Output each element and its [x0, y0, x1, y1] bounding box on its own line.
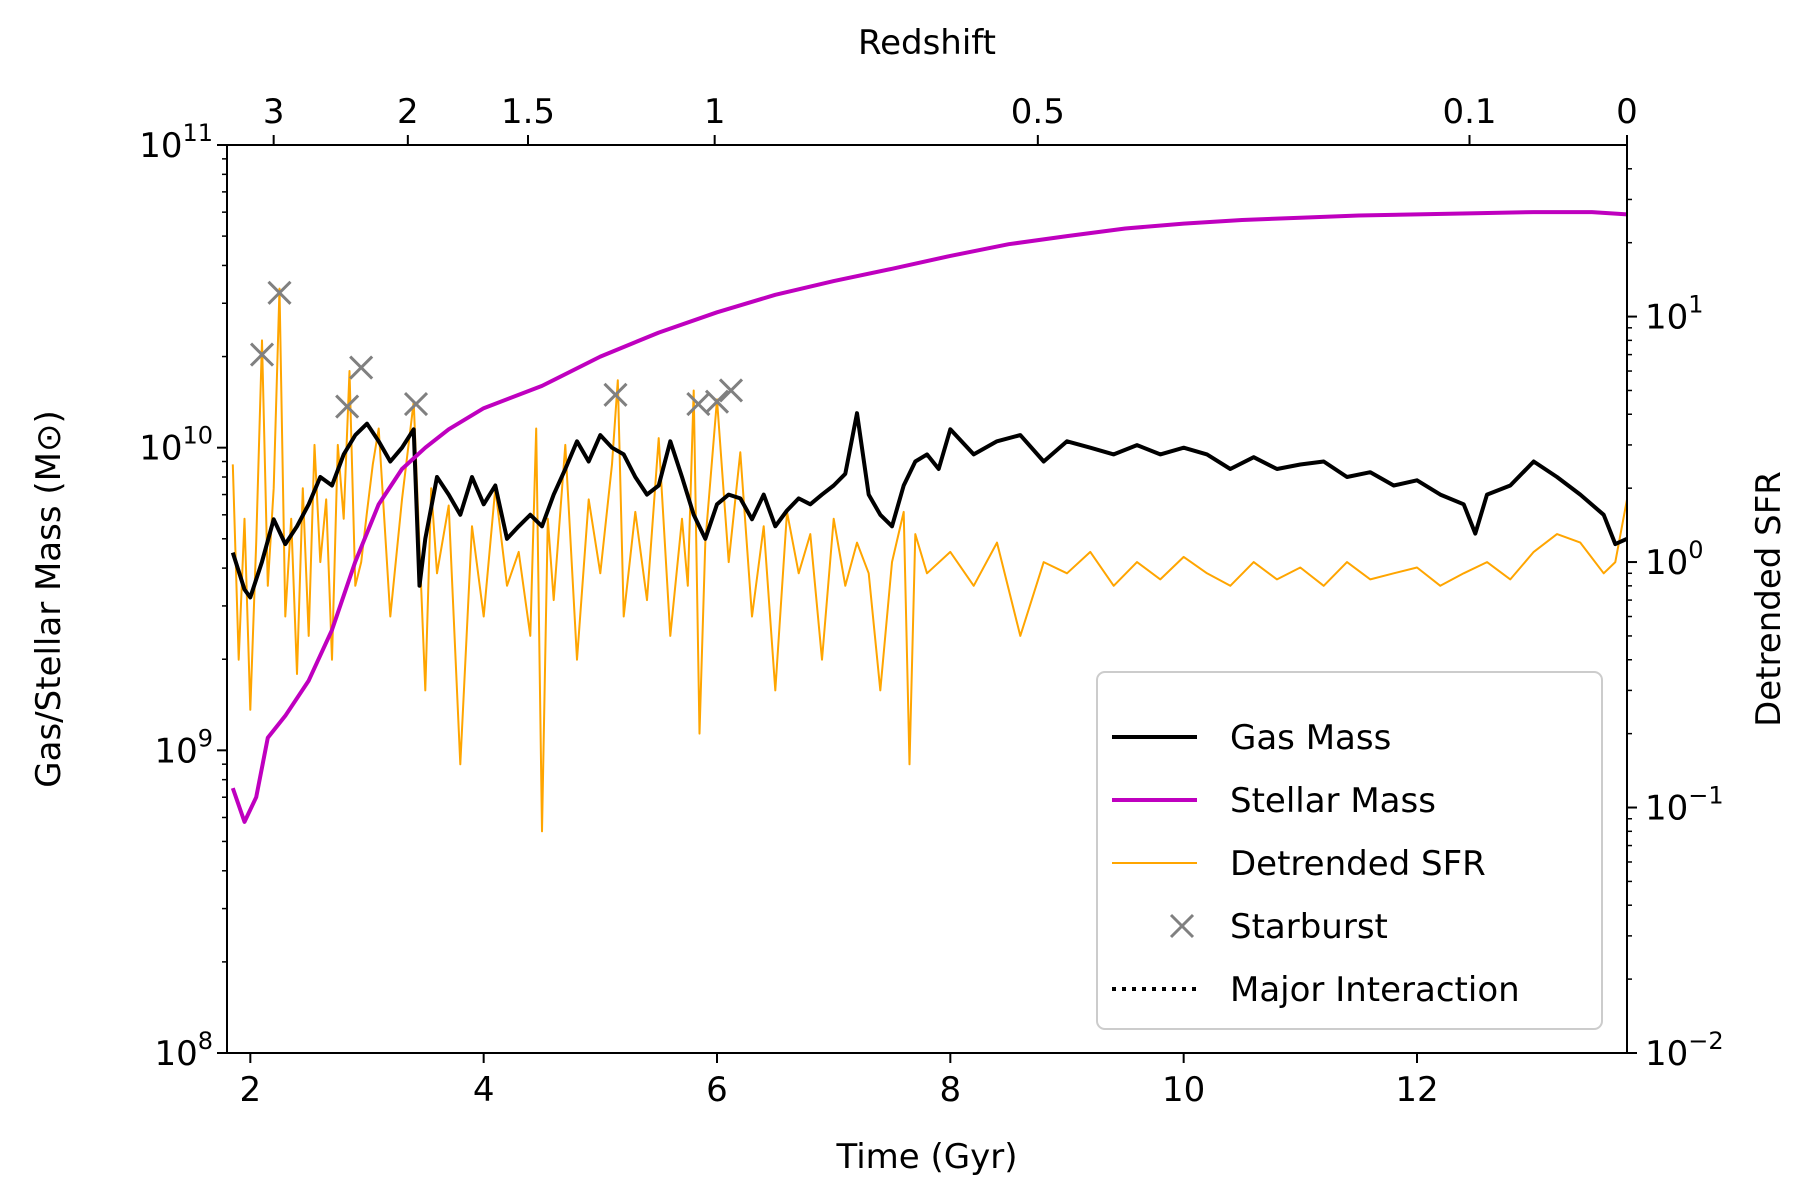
- legend-item: Stellar Mass: [1112, 781, 1436, 821]
- starburst-marker: [267, 280, 292, 305]
- starburst-marker: [704, 389, 730, 414]
- legend: Gas Mass Stellar Mass Detrended SFR Starbur…: [1096, 671, 1603, 1030]
- y-left-label-main: Gas/Stellar Mass (M⊙): [29, 410, 69, 787]
- plot-area: [230, 210, 1628, 833]
- starburst-marker: [349, 355, 374, 380]
- axes-frame: [226, 144, 1628, 1054]
- starburst-marker: [335, 394, 360, 419]
- legend-label: Starburst: [1230, 907, 1388, 947]
- right-tick-label: 10−2: [1645, 1027, 1724, 1074]
- left-tick-label: 108: [154, 1027, 213, 1074]
- legend-label: Stellar Mass: [1230, 781, 1436, 821]
- starburst-marker: [718, 378, 744, 403]
- redshift-tick-label: 2: [397, 92, 419, 132]
- legend-box: [1096, 671, 1603, 1030]
- x-tick-label: 6: [706, 1070, 728, 1110]
- y-left-axis-title: Gas/Stellar Mass (M⊙): [29, 410, 69, 787]
- legend-label: Major Interaction: [1230, 970, 1520, 1010]
- x-axis-title: Time (Gyr): [836, 1137, 1018, 1177]
- starburst-marker: [249, 342, 275, 367]
- x-tick-label: 2: [240, 1070, 262, 1110]
- redshift-tick-label: 1: [704, 92, 726, 132]
- right-tick-label: 100: [1645, 536, 1704, 583]
- legend-label: Gas Mass: [1230, 718, 1391, 758]
- redshift-tick-label: 0.5: [1011, 92, 1065, 132]
- legend-item: Major Interaction: [1112, 970, 1520, 1010]
- right-tick-label: 101: [1645, 291, 1704, 338]
- x-tick-label: 8: [940, 1070, 962, 1110]
- x-tick-label: 12: [1395, 1070, 1438, 1110]
- redshift-tick-label: 0.1: [1442, 92, 1496, 132]
- starburst-markers: [249, 280, 744, 419]
- left-tick-label: 109: [154, 724, 213, 771]
- left-tick-label: 1010: [139, 422, 213, 469]
- axis-ticks: 2 4 6 8 10 12 3 2 1.5 1 0.5 0.1 0 108 109 1010 1011 10−2 1…: [139, 92, 1723, 1110]
- legend-label: Detrended SFR: [1230, 844, 1486, 884]
- right-tick-label: 10−1: [1645, 782, 1724, 829]
- legend-item: Gas Mass: [1112, 718, 1391, 758]
- left-tick-label: 1011: [139, 119, 213, 166]
- gas-mass-line: [230, 411, 1628, 600]
- x-tick-label: 4: [473, 1070, 495, 1110]
- legend-item: Starburst: [1169, 907, 1388, 947]
- redshift-tick-label: 3: [263, 92, 285, 132]
- starburst-marker: [603, 382, 628, 407]
- redshift-axis-title: Redshift: [858, 23, 996, 63]
- redshift-tick-label: 1.5: [501, 92, 555, 132]
- series-lines: [230, 210, 1628, 833]
- stellar-mass-line: [230, 210, 1628, 824]
- redshift-tick-label: 0: [1616, 92, 1638, 132]
- legend-item: Detrended SFR: [1112, 844, 1486, 884]
- starburst-marker: [403, 392, 429, 417]
- x-tick-label: 10: [1162, 1070, 1205, 1110]
- y-right-axis-title: Detrended SFR: [1749, 471, 1789, 727]
